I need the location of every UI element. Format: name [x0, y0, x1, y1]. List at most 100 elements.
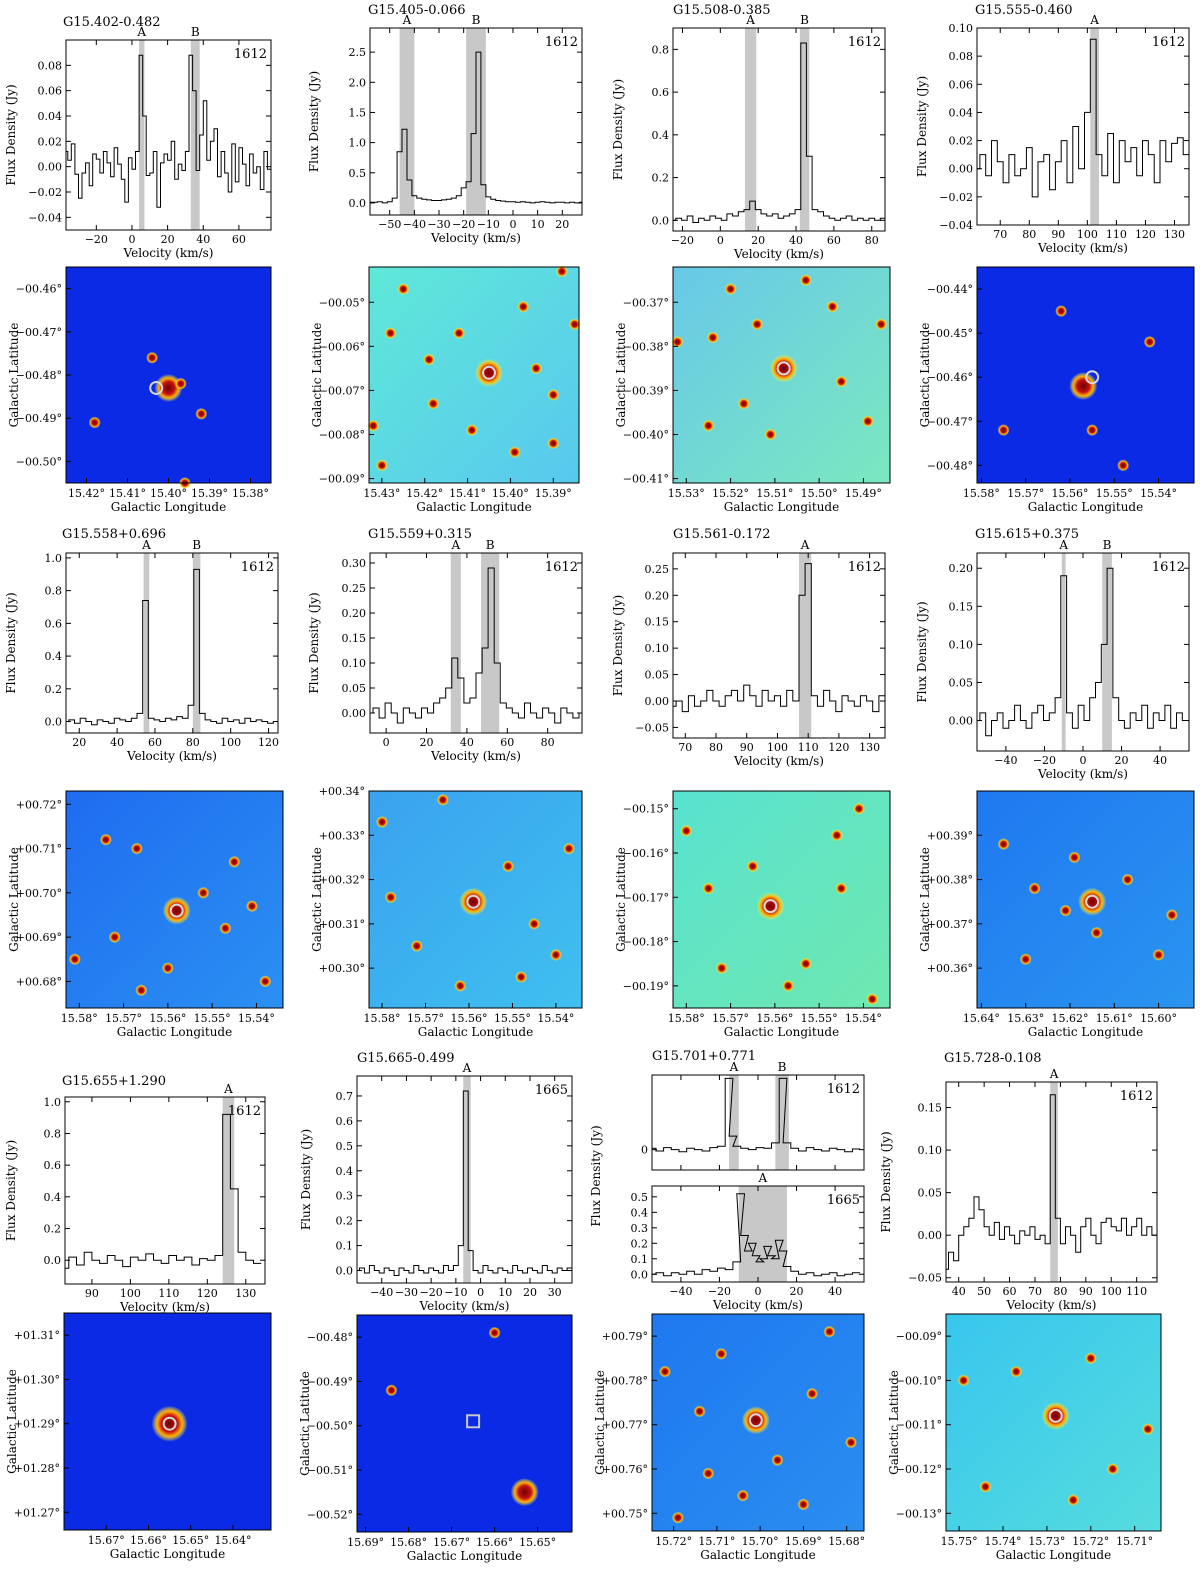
- y-tick-label: −00.46°: [927, 371, 973, 384]
- x-tick-label: 100: [1101, 1285, 1122, 1298]
- target-marker-circle: [466, 894, 481, 909]
- field-star: [423, 353, 435, 366]
- x-tick-label: 100: [767, 741, 788, 754]
- spectrum-panel: A 40 50 60 70 80 90 100 110 −0.05 0.00 0.05 0.10 0.15…: [879, 1051, 1158, 1312]
- x-tick-label: 15.58°: [364, 1012, 401, 1025]
- x-tick-label: 80: [186, 736, 200, 749]
- x-tick-label: 15.49°: [845, 487, 882, 500]
- field-star: [799, 274, 812, 287]
- y-tick-label: +00.70°: [16, 887, 62, 900]
- y-tick-label: 0.20: [342, 607, 367, 620]
- x-tick-label: 15.65°: [172, 1534, 209, 1547]
- x-tick-label: 15.41°: [109, 487, 146, 500]
- x-axis-label: Velocity (km/s): [430, 231, 521, 245]
- field-star: [706, 331, 719, 344]
- y-tick-label: 0.1: [631, 1253, 649, 1266]
- y-tick-label: 0.08: [38, 59, 63, 72]
- y-tick-label: −00.47°: [927, 415, 973, 428]
- x-tick-label: 15.54°: [845, 1012, 882, 1025]
- x-tick-label: 15.71°: [1116, 1535, 1153, 1548]
- x-tick-label: 80: [541, 736, 555, 749]
- image-panel: 15.67° 15.66° 15.65° 15.64° +01.27° +01.28° +0…: [5, 1312, 272, 1561]
- y-tick-label: +00.71°: [16, 843, 62, 856]
- field-star: [736, 1489, 749, 1502]
- field-star: [671, 1511, 684, 1524]
- x-tick-label: 15.69°: [347, 1536, 384, 1549]
- feature-label-A: A: [1049, 1067, 1059, 1081]
- image-panel: 15.58° 15.57° 15.56° 15.55° 15.54° +00.30° +00…: [310, 785, 583, 1039]
- target-marker-circle: [1085, 370, 1100, 385]
- feature-label-A: A: [1058, 538, 1068, 552]
- y-tick-label: 0.10: [342, 657, 367, 670]
- y-tick-label: −00.38°: [623, 340, 669, 353]
- x-tick-label: 15.55°: [494, 1012, 531, 1025]
- x-tick-label: 20: [420, 736, 434, 749]
- x-tick-label: 15.75°: [941, 1535, 978, 1548]
- plot-area: [652, 1075, 861, 1170]
- target-marker-circle: [162, 1416, 177, 1431]
- y-axis-label: Galactic Latitude: [7, 847, 21, 952]
- x-tick-label: 15.65°: [519, 1536, 556, 1549]
- y-tick-label: 0.4: [44, 1191, 62, 1204]
- x-tick-label: 15.57°: [1007, 487, 1044, 500]
- x-tick-label: 20: [161, 233, 175, 246]
- x-tick-label: 15.39°: [535, 487, 572, 500]
- field-star: [751, 318, 764, 331]
- x-tick-label: −10: [477, 218, 500, 231]
- x-tick-label: 15.73°: [1028, 1535, 1065, 1548]
- image-frame: [368, 790, 583, 1009]
- x-tick-label: 15.39°: [191, 487, 228, 500]
- x-tick-label: −40: [994, 754, 1017, 767]
- field-star: [549, 948, 562, 961]
- spectrum-line: [977, 38, 1189, 198]
- x-tick-label: 20: [523, 1286, 537, 1299]
- y-tick-label: −0.02: [28, 186, 62, 199]
- spectrum-line: [673, 563, 885, 713]
- x-tick-label: 40: [828, 1285, 842, 1298]
- y-tick-label: 0.4: [336, 1165, 354, 1178]
- field-star: [853, 802, 865, 815]
- y-tick-label: 0.25: [342, 582, 367, 595]
- y-tick-label: −00.49°: [16, 412, 62, 425]
- field-star: [68, 953, 81, 966]
- y-tick-label: 0.05: [645, 669, 670, 682]
- feature-band-A: [738, 1186, 787, 1282]
- y-axis-label: Galactic Latitude: [5, 1369, 19, 1474]
- x-axis-label: Galactic Longitude: [111, 500, 226, 514]
- y-axis-label: Flux Density (Jy): [299, 1129, 313, 1230]
- x-tick-label: 130: [1164, 228, 1185, 241]
- x-tick-label: 15.72°: [1072, 1535, 1109, 1548]
- field-star: [771, 1454, 784, 1467]
- y-tick-label: +00.38°: [927, 874, 973, 887]
- panel-title: G15.655+1.290: [62, 1074, 166, 1089]
- y-axis-label: Galactic Latitude: [593, 1370, 607, 1475]
- line-label: 1612: [234, 47, 267, 62]
- x-tick-label: 15.55°: [801, 1012, 838, 1025]
- y-tick-label: 1.0: [45, 552, 63, 565]
- feature-label-A: A: [745, 13, 755, 27]
- field-star: [866, 993, 879, 1006]
- x-tick-label: 15.54°: [238, 1012, 275, 1025]
- x-tick-label: 15.55°: [1096, 487, 1133, 500]
- image-frame: [651, 1313, 865, 1532]
- panel-title: G15.558+0.696: [62, 527, 166, 542]
- y-tick-label: −00.10°: [896, 1374, 942, 1387]
- target-marker-circle: [482, 365, 496, 380]
- panel-title: G15.508-0.385: [673, 3, 770, 18]
- field-star: [502, 860, 515, 873]
- feature-label-A: A: [1089, 13, 1099, 27]
- field-star: [465, 424, 478, 437]
- feature-band-B: [192, 553, 201, 733]
- spectrum-line: [357, 1090, 572, 1276]
- x-tick-label: 100: [120, 1287, 141, 1300]
- x-tick-label: 40: [460, 736, 474, 749]
- target-source: [769, 354, 798, 383]
- field-star: [1010, 1365, 1023, 1378]
- y-tick-label: +00.36°: [927, 962, 973, 975]
- field-star: [219, 922, 232, 935]
- image-frame: [63, 1312, 272, 1531]
- feature-label-B: B: [778, 1060, 787, 1074]
- x-tick-label: 15.56°: [450, 1012, 487, 1025]
- y-tick-label: −00.48°: [307, 1331, 353, 1344]
- target-marker-circle: [776, 361, 791, 376]
